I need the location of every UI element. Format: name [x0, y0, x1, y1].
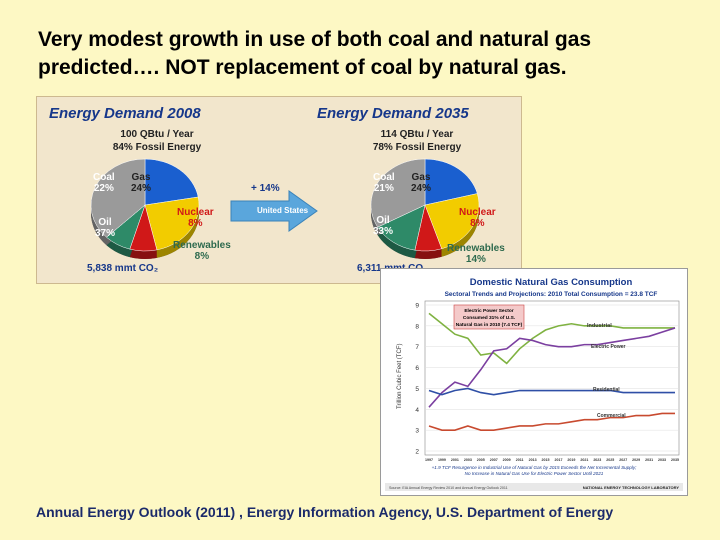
annotation-line-1: Electric Power Sector [464, 308, 513, 314]
pie-2008-coal-label: Coal 22% [93, 172, 115, 194]
pie-2008-co2: 5,838 mmt CO₂ [87, 263, 159, 274]
pie-charts [90, 158, 480, 259]
pie-slice-gas [144, 196, 200, 251]
pie-2008-subtitle-2: 84% Fossil Energy [112, 142, 202, 153]
footer-strip [385, 483, 683, 491]
x-tick-label: 2011 [516, 458, 524, 462]
series-label-commercial: Commercial [597, 413, 626, 419]
y-tick-label: 3 [415, 428, 419, 435]
x-tick-label: 2003 [464, 458, 472, 462]
pie-2008-gas-label: Gas 24% [131, 172, 152, 194]
x-tick-label: 2035 [671, 458, 679, 462]
y-tick-label: 5 [415, 386, 419, 393]
pie-slice-gas [424, 193, 480, 250]
energy-demand-panel: Energy Demand 2008 100 QBtu / Year 84% F… [36, 96, 522, 284]
x-tick-label: 2017 [554, 458, 562, 462]
pie-2035-oil-label: Oil 33% [373, 215, 394, 237]
line-chart-title: Domestic Natural Gas Consumption [470, 277, 633, 288]
series-label-industrial: Industrial [587, 323, 612, 329]
annotation-line-2: Consumed 31% of U.S. [463, 315, 515, 321]
slide-headline: Very modest growth in use of both coal a… [38, 26, 698, 82]
x-tick-label: 2001 [451, 458, 459, 462]
headline-line-2: predicted…. NOT replacement of coal by n… [38, 56, 567, 79]
series-label-residential: Residential [593, 387, 620, 393]
y-tick-label: 2 [415, 449, 419, 456]
pie-2008-title: Energy Demand 2008 [49, 105, 201, 122]
pie-slice-oil [370, 158, 426, 228]
x-tick-label: 2021 [580, 458, 588, 462]
x-tick-label: 2033 [658, 458, 666, 462]
lab-credit: NATIONAL ENERGY TECHNOLOGY LABORATORY [583, 485, 680, 490]
pie-2035-coal-label: Coal 21% [373, 172, 395, 194]
arrow-shape [230, 190, 318, 232]
x-tick-label: 2009 [503, 458, 511, 462]
x-tick-label: 2005 [477, 458, 485, 462]
pie-2008-subtitle-1: 100 QBtu / Year [120, 129, 194, 140]
x-tick-label: 2031 [645, 458, 653, 462]
pie-2008-oil-label: Oil 37% [95, 217, 116, 239]
slide-footer: Annual Energy Outlook (2011) , Energy In… [36, 504, 614, 520]
chart-source: Source: EIA Annual Energy Review 2010 an… [389, 486, 508, 490]
x-tick-label: 2019 [567, 458, 575, 462]
x-tick-label: 1999 [438, 458, 446, 462]
x-tick-label: 2029 [632, 458, 640, 462]
x-tick-label: 2025 [606, 458, 614, 462]
y-tick-label: 8 [415, 323, 419, 330]
growth-arrow [230, 190, 318, 232]
pie-2035-title: Energy Demand 2035 [317, 105, 469, 122]
arrow-region-label: United States [257, 206, 309, 215]
caption-line-1: +1.9 TCF Resurgence in Industrial Use of… [432, 465, 638, 470]
pie-slice-coal [144, 158, 199, 206]
series-line-industrial [428, 312, 675, 365]
pie-2035-renewables-label: Renewables 14% [447, 243, 505, 265]
series-lines [428, 312, 676, 431]
x-tick-label: 2015 [542, 458, 550, 462]
plot-area [424, 300, 680, 456]
x-tick-label: 1997 [425, 458, 433, 462]
y-grid: 2 3 4 5 6 7 8 9 [415, 303, 679, 456]
caption-line-2: No Increase in Natural Gas Use for Elect… [465, 471, 604, 476]
pie-2035 [370, 158, 480, 259]
line-chart-subtitle: Sectoral Trends and Projections: 2010 To… [445, 291, 658, 298]
x-tick-label: 2027 [619, 458, 627, 462]
pie-2008-nuclear-label: Nuclear 8% [177, 207, 214, 229]
series-line-residential [428, 387, 675, 396]
series-line-commercial [428, 412, 675, 431]
x-tick-labels: 1997 1999 2001 2003 2005 2007 2009 2011 2013 2015… [425, 458, 679, 462]
gas-consumption-chart: Domestic Natural Gas Consumption Sectora… [385, 277, 683, 491]
line-chart-ylabel: Trillion Cubic Feet (TCF) [397, 344, 403, 409]
pie-slice-oil [90, 158, 146, 238]
pie-2035-nuclear-label: Nuclear 8% [459, 207, 496, 229]
series-label-electric-power: Electric Power [591, 344, 626, 350]
y-tick-label: 7 [415, 344, 419, 351]
pie-2008 [90, 158, 200, 259]
annotation-box [453, 304, 525, 330]
pie-2035-subtitle-1: 114 QBtu / Year [380, 129, 454, 140]
pie-slice-coal [424, 158, 478, 206]
x-tick-label: 2023 [593, 458, 601, 462]
gas-consumption-panel: Domestic Natural Gas Consumption Sectora… [380, 268, 688, 496]
pie-2035-subtitle-2: 78% Fossil Energy [372, 142, 462, 153]
series-line-electric-power [428, 327, 676, 408]
growth-percent: + 14% [251, 183, 280, 194]
y-tick-label: 6 [415, 365, 419, 372]
headline-line-1: Very modest growth in use of both coal a… [38, 28, 592, 51]
x-tick-label: 2013 [529, 458, 537, 462]
pie-2035-gas-label: Gas 24% [411, 172, 432, 194]
pie-2008-renewables-label: Renewables 8% [173, 240, 231, 262]
annotation-line-3: Natural Gas in 2010 (7.4 TCF) [456, 322, 523, 328]
x-tick-label: 2007 [490, 458, 498, 462]
y-tick-label: 9 [415, 303, 419, 310]
y-tick-label: 4 [415, 407, 419, 414]
